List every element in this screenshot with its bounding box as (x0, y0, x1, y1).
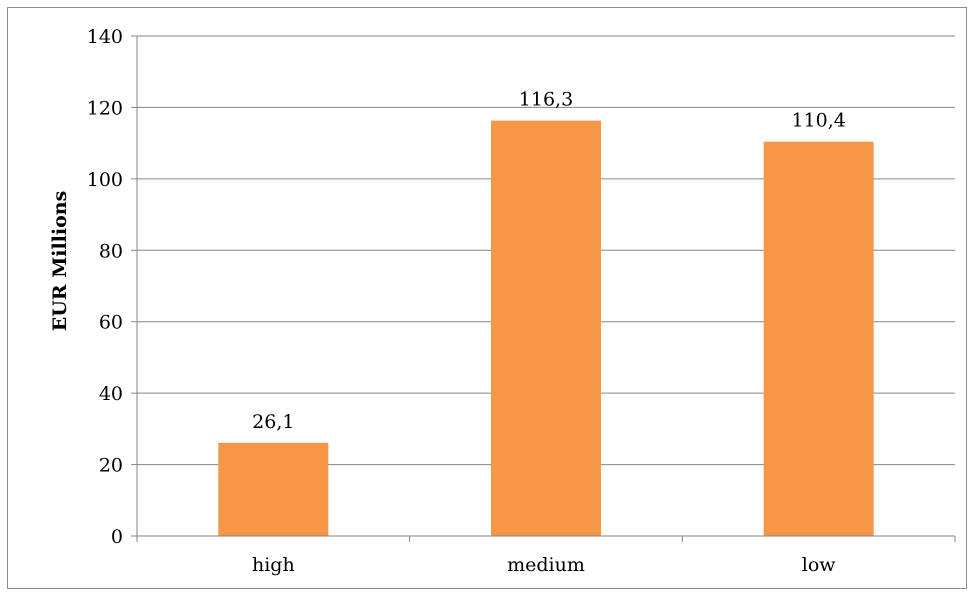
y-tick-label: 60 (99, 312, 123, 334)
y-axis-title: EUR Millions (49, 191, 71, 332)
bar-medium (491, 120, 601, 537)
x-ticks: high medium low (136, 536, 956, 576)
x-tick-label-high: high (252, 554, 295, 576)
y-tick-label: 40 (99, 383, 123, 405)
y-ticks: 0 20 40 60 80 100 120 140 (87, 26, 137, 548)
y-tick-label: 20 (99, 455, 123, 477)
bars: 26,1 116,3 110,4 (218, 89, 874, 537)
y-tick-label: 0 (111, 526, 123, 548)
data-label-medium: 116,3 (519, 89, 573, 111)
data-label-high: 26,1 (252, 411, 294, 433)
x-tick-label-medium: medium (507, 554, 585, 576)
bar-low (763, 141, 874, 536)
y-tick-label: 120 (87, 97, 123, 119)
y-tick-label: 100 (87, 169, 123, 191)
y-tick-label: 140 (87, 26, 123, 48)
axes (136, 36, 955, 537)
data-label-low: 110,4 (791, 110, 845, 132)
y-tick-label: 80 (99, 240, 123, 262)
bar-high (218, 442, 329, 536)
x-tick-label-low: low (802, 554, 837, 576)
